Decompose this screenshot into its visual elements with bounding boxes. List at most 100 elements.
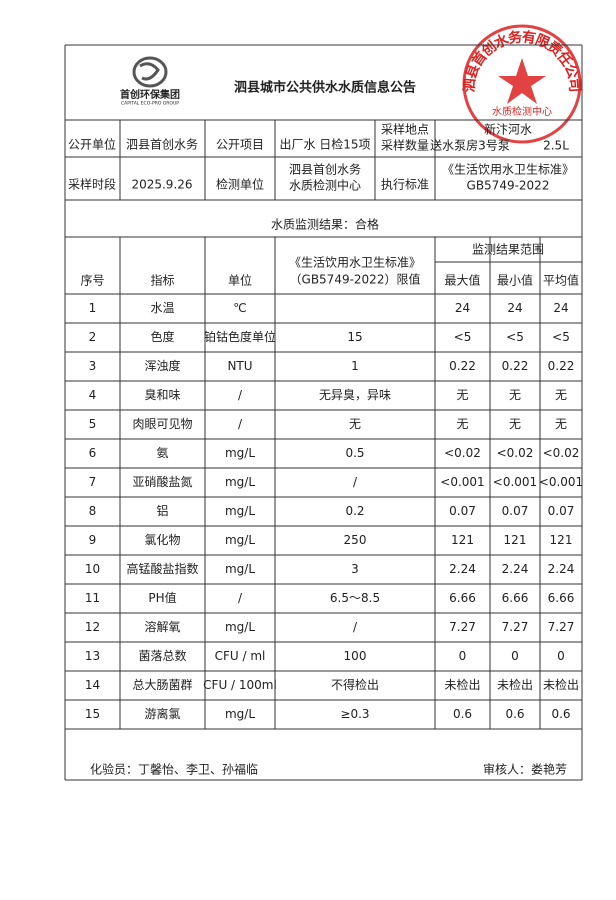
- table-cell: mg/L: [225, 620, 255, 634]
- cell-text: 检测单位: [216, 177, 264, 192]
- table-cell: 121: [504, 533, 527, 547]
- table-cell: 15: [85, 707, 100, 721]
- cell-text: 公开项目: [216, 138, 264, 152]
- cell-text: 出厂水 日检15项: [279, 137, 370, 152]
- table-cell: 0.6: [453, 707, 472, 721]
- table-cell: 7.27: [502, 620, 529, 634]
- table-cell: 6: [89, 446, 97, 460]
- table-cell: 4: [89, 388, 97, 402]
- table-cell: <0.02: [543, 446, 580, 460]
- table-cell: 24: [455, 301, 470, 315]
- table-cell: 氯化物: [144, 533, 180, 547]
- table-cell: 6.66: [502, 591, 529, 605]
- cell-text: 采样地点: [381, 122, 429, 137]
- cell-text: 公开单位: [68, 137, 116, 152]
- table-cell: 0.22: [548, 359, 575, 373]
- table-cell: 色度: [150, 329, 174, 344]
- table-cell: NTU: [227, 359, 252, 373]
- table-cell: 未检出: [543, 677, 579, 692]
- table-cell: CFU / ml: [215, 649, 266, 663]
- cell-text: 新汴河水: [484, 122, 532, 137]
- table-cell: 水温: [150, 301, 174, 315]
- table-cell: 24: [507, 301, 522, 315]
- header-cell: 平均值: [543, 273, 579, 288]
- header-cell: 最小值: [497, 273, 533, 288]
- table-cell: 7: [89, 475, 97, 489]
- table-cell: 8: [89, 504, 97, 518]
- cell-text: 送水泵房3号泵: [430, 138, 510, 153]
- table-cell: 0: [511, 649, 519, 663]
- table-cell: mg/L: [225, 475, 255, 489]
- table-cell: <5: [552, 330, 570, 344]
- table-cell: 100: [344, 649, 367, 663]
- cell-text: 2025.9.26: [131, 178, 192, 192]
- table-cell: 6.5～8.5: [330, 591, 380, 605]
- table-cell: 2.24: [548, 562, 575, 576]
- cell-text: 执行标准: [381, 178, 429, 192]
- result: 水质监测结果：合格: [271, 217, 379, 232]
- table-cell: 0.07: [548, 504, 575, 518]
- table-cell: 0.2: [345, 504, 364, 518]
- table-cell: 6.66: [449, 591, 476, 605]
- table-cell: 溶解氧: [144, 619, 180, 634]
- logo-subtitle: CAPITAL ECO-PRO GROUP: [121, 101, 179, 107]
- cell-text: 2.5L: [543, 139, 569, 153]
- table-cell: 臭和味: [144, 387, 180, 402]
- table-cell: 0.6: [551, 707, 570, 721]
- table-cell: 亚硝酸盐氮: [132, 474, 192, 489]
- table-cell: ≥0.3: [340, 707, 369, 721]
- table-cell: 121: [550, 533, 573, 547]
- table-cell: 无: [456, 417, 468, 431]
- table-cell: /: [353, 475, 358, 489]
- table-cell: 无异臭，异味: [319, 387, 391, 402]
- table-cell: CFU / 100ml: [203, 678, 277, 692]
- table-cell: 2: [89, 330, 97, 344]
- table-cell: 高锰酸盐指数: [126, 561, 198, 576]
- table-cell: 肉眼可见物: [132, 417, 192, 431]
- table-cell: 14: [85, 678, 100, 692]
- footer-testers: 化验员：丁馨怡、李卫、孙福临: [90, 762, 258, 777]
- table-cell: <0.001: [539, 475, 583, 489]
- table-cell: 3: [89, 359, 97, 373]
- table-cell: 0.07: [449, 504, 476, 518]
- table-cell: PH值: [148, 590, 176, 605]
- table-cell: mg/L: [225, 707, 255, 721]
- table-cell: mg/L: [225, 504, 255, 518]
- table-cell: 游离氯: [144, 706, 180, 721]
- table-cell: 总大肠菌群: [132, 678, 192, 692]
- header-cell: 单位: [228, 273, 252, 288]
- cell-text: 水质检测中心: [289, 178, 361, 193]
- table-cell: 0.6: [505, 707, 524, 721]
- stamp-dept: 水质检测中心: [492, 105, 552, 118]
- table-cell: 铂钴色度单位: [204, 329, 276, 344]
- table-cell: 2.24: [449, 562, 476, 576]
- table-cell: 未检出: [444, 677, 480, 692]
- stamp-ring: [462, 24, 582, 144]
- table-cell: 24: [553, 301, 568, 315]
- table-cell: 7.27: [548, 620, 575, 634]
- table-cell: 13: [85, 649, 100, 663]
- table-cell: 7.27: [449, 620, 476, 634]
- header-cell: （GB5749-2022）限值: [290, 272, 421, 287]
- table-cell: mg/L: [225, 533, 255, 547]
- table-cell: 5: [89, 417, 97, 431]
- table-cell: /: [238, 417, 243, 431]
- logo-name: 首创环保集团: [120, 88, 180, 101]
- header-cell: 监测结果范围: [472, 243, 544, 257]
- table-cell: 2.24: [502, 562, 529, 576]
- table-cell: 1: [351, 359, 359, 373]
- stamp: [462, 24, 582, 144]
- table-cell: /: [238, 591, 243, 605]
- table-cell: 11: [85, 591, 100, 605]
- table-cell: 氨: [156, 446, 168, 460]
- cell-text: 采样时段: [68, 177, 116, 192]
- table-cell: 10: [85, 562, 100, 576]
- table-cell: 未检出: [497, 677, 533, 692]
- table-cell: <0.001: [440, 475, 484, 489]
- table-cell: 铝: [156, 503, 168, 518]
- table-cell: 无: [456, 388, 468, 402]
- table-cell: 浑浊度: [144, 358, 180, 373]
- table-cell: 无: [509, 417, 521, 431]
